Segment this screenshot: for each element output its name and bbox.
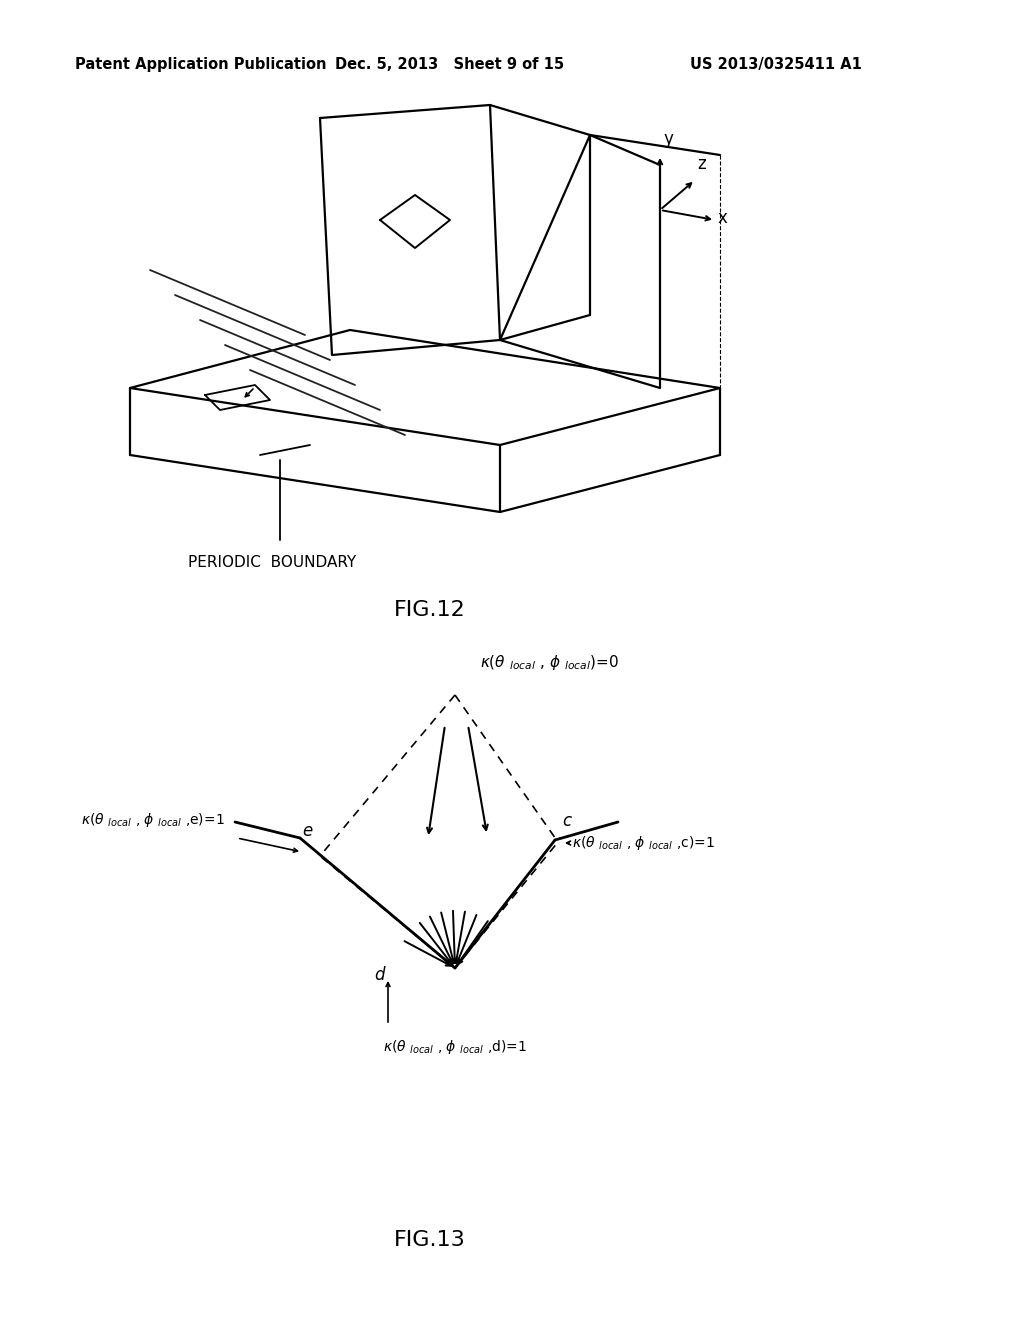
Text: $\kappa$($\theta$ $_{local}$ , $\phi$ $_{local}$ ,c)=1: $\kappa$($\theta$ $_{local}$ , $\phi$ $_… — [572, 834, 715, 851]
Text: FIG.13: FIG.13 — [394, 1230, 466, 1250]
Text: y: y — [663, 129, 673, 148]
Text: PERIODIC  BOUNDARY: PERIODIC BOUNDARY — [188, 554, 356, 570]
Text: Dec. 5, 2013   Sheet 9 of 15: Dec. 5, 2013 Sheet 9 of 15 — [335, 57, 564, 73]
Text: FIG.12: FIG.12 — [394, 601, 466, 620]
Text: $\kappa$($\theta$ $_{local}$ , $\phi$ $_{local}$)=0: $\kappa$($\theta$ $_{local}$ , $\phi$ $_… — [480, 653, 618, 672]
Text: d: d — [375, 966, 385, 983]
Text: x: x — [718, 209, 728, 227]
Text: z: z — [697, 154, 706, 173]
Text: Patent Application Publication: Patent Application Publication — [75, 57, 327, 73]
Text: e: e — [302, 822, 312, 840]
Text: US 2013/0325411 A1: US 2013/0325411 A1 — [690, 57, 862, 73]
Text: c: c — [562, 812, 571, 830]
Text: $\kappa$($\theta$ $_{local}$ , $\phi$ $_{local}$ ,d)=1: $\kappa$($\theta$ $_{local}$ , $\phi$ $_… — [383, 1038, 527, 1056]
Text: $\kappa$($\theta$ $_{local}$ , $\phi$ $_{local}$ ,e)=1: $\kappa$($\theta$ $_{local}$ , $\phi$ $_… — [81, 810, 225, 829]
